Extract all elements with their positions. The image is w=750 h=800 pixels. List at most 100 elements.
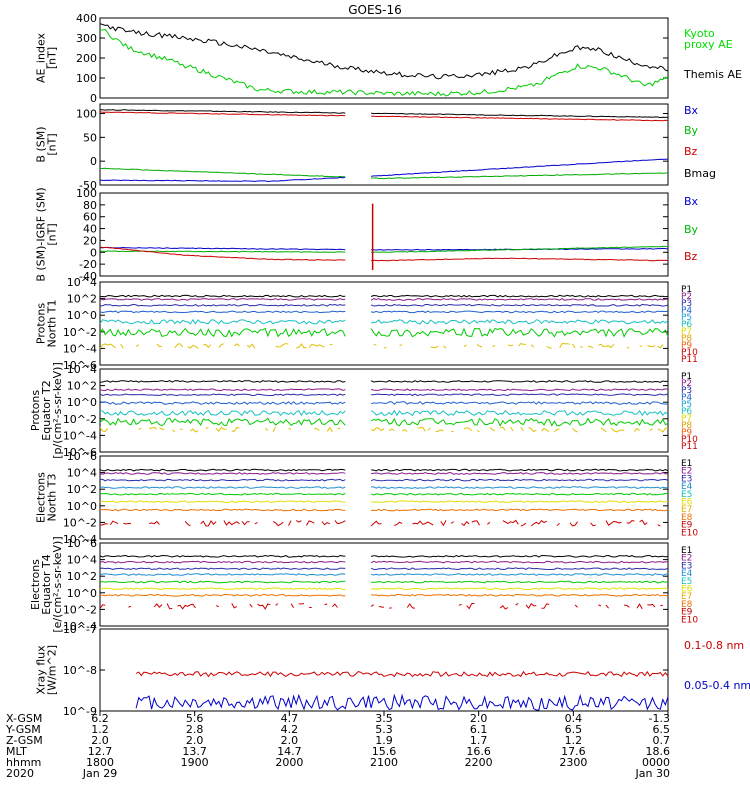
series-line bbox=[298, 603, 305, 605]
series-line bbox=[296, 343, 307, 349]
y-axis-label: [W/m^2] bbox=[46, 645, 59, 695]
series-line bbox=[515, 602, 519, 606]
panel-bsm: -50 0 50 100 B (SM)[nT] Bx By Bz Bmag bbox=[35, 103, 716, 192]
series-line bbox=[135, 670, 669, 678]
channel-label: E3 bbox=[681, 561, 692, 571]
legend-label: Bz bbox=[684, 145, 698, 158]
series-line bbox=[371, 472, 669, 475]
series-line bbox=[559, 342, 571, 349]
channel-label: P10 bbox=[681, 435, 698, 445]
series-line bbox=[489, 427, 496, 431]
series-line bbox=[99, 486, 346, 489]
series-line bbox=[99, 303, 346, 307]
channel-label: P1 bbox=[681, 285, 692, 295]
x-axis-cell: 1800 bbox=[86, 756, 114, 769]
series-line bbox=[388, 428, 395, 432]
series-line bbox=[450, 430, 454, 433]
series-line bbox=[99, 508, 346, 512]
series-line bbox=[370, 492, 669, 496]
series-line bbox=[288, 427, 292, 430]
y-tick-label: 10^4 bbox=[67, 276, 97, 289]
y-axis-label: Protons bbox=[29, 390, 42, 431]
series-themis-ae bbox=[99, 23, 669, 80]
series-line bbox=[324, 603, 328, 606]
y-tick-label: 10^2 bbox=[67, 293, 97, 306]
y-tick-label: 10^-6 bbox=[63, 446, 97, 459]
y-tick-label: 10^2 bbox=[67, 483, 97, 496]
y-tick-label: 10^6 bbox=[67, 537, 97, 550]
y-tick-label: 10^-2 bbox=[63, 603, 97, 616]
series-line bbox=[174, 343, 183, 349]
series-p5 bbox=[99, 318, 669, 325]
y-tick-label: 400 bbox=[76, 12, 97, 25]
series-line bbox=[517, 343, 527, 347]
y-tick-label: 10^-9 bbox=[63, 705, 97, 718]
series-line bbox=[135, 344, 140, 347]
series-line bbox=[492, 344, 496, 348]
y-tick-label: 10^-8 bbox=[63, 664, 97, 677]
channel-label: E9 bbox=[681, 521, 693, 531]
series-line bbox=[223, 520, 240, 526]
series-line bbox=[99, 343, 116, 349]
series-line bbox=[507, 344, 514, 347]
panel-frame bbox=[99, 368, 669, 453]
series-line bbox=[272, 521, 284, 527]
series-line bbox=[370, 298, 669, 301]
x-axis-cell: 6.2 bbox=[91, 712, 109, 725]
channel-label: E4 bbox=[681, 482, 693, 492]
channel-label: P11 bbox=[681, 442, 698, 452]
x-axis-cell: 6.1 bbox=[470, 723, 488, 736]
series-line bbox=[371, 468, 669, 472]
series-line bbox=[99, 250, 346, 253]
channel-label: P6 bbox=[681, 320, 692, 330]
y-tick-label: 10^6 bbox=[67, 450, 97, 463]
x-axis-cell: 2.0 bbox=[186, 734, 204, 747]
series-line bbox=[590, 522, 596, 527]
legend-label: Bmag bbox=[684, 167, 716, 180]
channel-label: E2 bbox=[681, 467, 692, 477]
x-axis-row-label: Y-GSM bbox=[5, 723, 41, 736]
panel-xray: 10^-7 10^-8 10^-9 Xray flux[W/m^2] 0.1-0.8 n… bbox=[35, 623, 750, 718]
y-tick-label: 200 bbox=[76, 52, 97, 65]
series-p2 bbox=[99, 388, 669, 392]
series-line bbox=[334, 520, 346, 525]
y-tick-label: 0 bbox=[90, 155, 97, 168]
series-line bbox=[99, 294, 346, 298]
series-line bbox=[371, 580, 669, 584]
legend-label: By bbox=[684, 223, 699, 236]
series-line bbox=[109, 520, 119, 526]
channel-label: E5 bbox=[681, 490, 692, 500]
y-axis-label: North T1 bbox=[46, 300, 59, 348]
series-line bbox=[231, 603, 238, 609]
series-line bbox=[639, 519, 648, 526]
channel-label: P8 bbox=[681, 421, 692, 431]
panel-pn: 10^4 10^2 10^0 10^-2 10^-4 10^-6 ProtonsNorth … bbox=[35, 276, 699, 372]
x-axis-cell: 2.0 bbox=[281, 734, 299, 747]
series-line bbox=[528, 427, 537, 433]
y-tick-label: 10^-2 bbox=[63, 413, 97, 426]
series-p4 bbox=[99, 310, 669, 314]
x-axis-cell: 0.7 bbox=[653, 734, 671, 747]
y-tick-label: 80 bbox=[83, 199, 97, 212]
x-axis-cell: 0.4 bbox=[565, 712, 583, 725]
series-e3 bbox=[99, 478, 669, 482]
channel-label: P9 bbox=[681, 341, 692, 351]
legend-label: Bz bbox=[684, 250, 698, 263]
series-line bbox=[166, 603, 173, 610]
series-line bbox=[99, 427, 109, 432]
y-tick-label: 10^-4 bbox=[63, 533, 97, 546]
x-axis-cell: 4.2 bbox=[281, 723, 299, 736]
series-line bbox=[100, 109, 346, 114]
series-line bbox=[203, 344, 212, 349]
series-line bbox=[546, 345, 552, 349]
channel-label: E1 bbox=[681, 546, 692, 556]
series-line bbox=[254, 521, 258, 525]
channel-label: P7 bbox=[681, 327, 692, 337]
x-axis-cell: 0000 bbox=[642, 756, 670, 769]
series-line bbox=[99, 567, 346, 571]
series-bx bbox=[99, 158, 669, 183]
series-line bbox=[636, 603, 643, 610]
x-axis-cell: 2.8 bbox=[186, 723, 204, 736]
channel-label: P3 bbox=[681, 386, 692, 396]
channel-label: P8 bbox=[681, 334, 692, 344]
